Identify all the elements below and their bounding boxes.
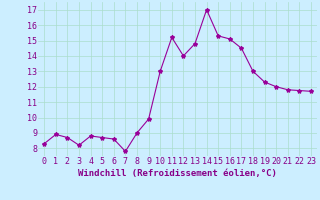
X-axis label: Windchill (Refroidissement éolien,°C): Windchill (Refroidissement éolien,°C) xyxy=(78,169,277,178)
